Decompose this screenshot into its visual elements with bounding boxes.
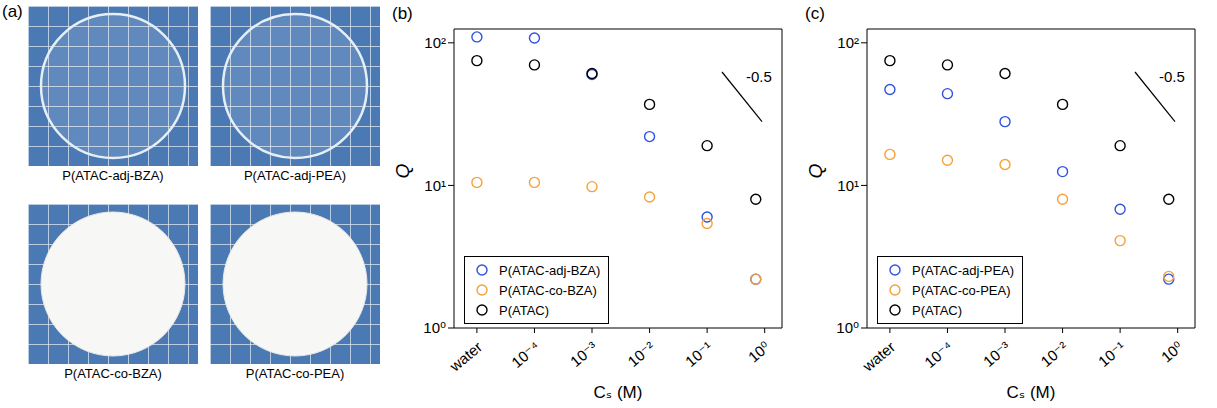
html-text:P(ATAC-adj-PEA): P(ATAC-adj-PEA) — [912, 262, 1015, 278]
svg-text:10¹: 10¹ — [837, 177, 859, 194]
svg-text:Cₛ (M): Cₛ (M) — [594, 383, 643, 402]
svg-text:10⁻⁴: 10⁻⁴ — [508, 338, 543, 371]
svg-text:10⁰: 10⁰ — [1158, 338, 1186, 366]
svg-text:10⁻¹: 10⁻¹ — [1095, 338, 1129, 370]
svg-text:10²: 10² — [837, 34, 859, 51]
html-text:(b): (b) — [392, 4, 413, 23]
svg-text:10⁻³: 10⁻³ — [567, 338, 601, 370]
svg-text:10²: 10² — [424, 34, 446, 51]
svg-text:-0.5: -0.5 — [746, 68, 772, 85]
svg-text:10⁻³: 10⁻³ — [980, 338, 1014, 370]
svg-text:Q: Q — [392, 164, 413, 179]
html-text:P(ATAC-adj-BZA): P(ATAC-adj-BZA) — [499, 262, 601, 278]
html-text:P(ATAC-co-PEA): P(ATAC-co-PEA) — [912, 282, 1011, 298]
svg-text:10⁰: 10⁰ — [423, 319, 446, 336]
html-text:P(ATAC-co-PEA): P(ATAC-co-PEA) — [245, 366, 345, 381]
html-text:(a): (a) — [2, 2, 23, 21]
svg-text:-0.5: -0.5 — [1159, 68, 1185, 85]
svg-text:10¹: 10¹ — [424, 177, 446, 194]
html-text:P(ATAC): P(ATAC) — [912, 302, 963, 318]
svg-text:10⁻¹: 10⁻¹ — [682, 338, 716, 370]
html-text:P(ATAC-adj-BZA): P(ATAC-adj-BZA) — [62, 168, 164, 183]
svg-text:Q: Q — [805, 164, 826, 179]
html-text:P(ATAC-adj-PEA): P(ATAC-adj-PEA) — [244, 168, 346, 183]
svg-text:Cₛ (M): Cₛ (M) — [1007, 383, 1056, 402]
svg-text:10⁰: 10⁰ — [745, 338, 773, 366]
svg-text:water: water — [858, 338, 898, 375]
html-text:P(ATAC-co-BZA): P(ATAC-co-BZA) — [499, 282, 597, 298]
svg-text:10⁻⁴: 10⁻⁴ — [921, 338, 956, 371]
html-text:P(ATAC): P(ATAC) — [499, 302, 550, 318]
html-text:(c): (c) — [805, 4, 825, 23]
html-text:P(ATAC-co-BZA): P(ATAC-co-BZA) — [64, 366, 162, 381]
svg-text:10⁰: 10⁰ — [836, 319, 859, 336]
svg-text:10⁻²: 10⁻² — [624, 338, 658, 370]
svg-text:water: water — [445, 338, 485, 375]
svg-text:10⁻²: 10⁻² — [1037, 338, 1071, 370]
